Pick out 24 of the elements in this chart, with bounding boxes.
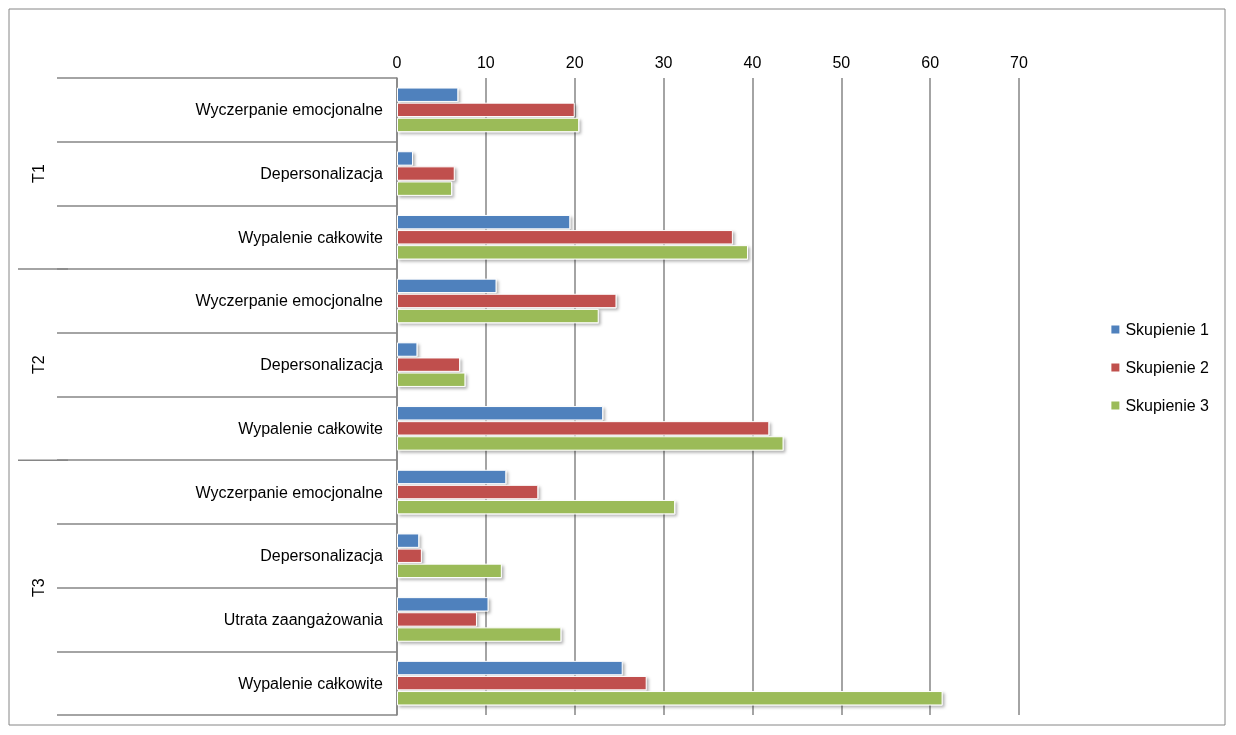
x-tick-label: 60 xyxy=(921,53,940,71)
y-tick-label: Wypalenie całkowite xyxy=(238,419,384,437)
x-tick-label: 0 xyxy=(392,53,402,71)
y-tick-label: Utrata zaangażowania xyxy=(223,610,384,628)
y-tick-label: Wypalenie całkowite xyxy=(238,228,384,246)
y-tick-label: Wypalenie całkowite xyxy=(238,674,384,692)
x-tick-label: 20 xyxy=(565,53,584,71)
legend-label: Skupienie 2 xyxy=(1125,359,1210,376)
x-tick-label: 10 xyxy=(476,53,495,71)
x-tick-label: 30 xyxy=(654,53,673,71)
y-tick-label: Depersonalizacja xyxy=(260,547,384,565)
x-tick-label: 50 xyxy=(832,53,851,71)
y-tick-label: Depersonalizacja xyxy=(260,356,384,374)
text: T2 xyxy=(29,355,47,374)
x-tick-label: 70 xyxy=(1010,53,1028,71)
legend-label: Skupienie 1 xyxy=(1125,321,1210,338)
y-tick-label: Wyczerpanie emocjonalne xyxy=(195,483,384,501)
x-tick-label: 40 xyxy=(743,53,762,71)
text: T3 xyxy=(29,578,47,597)
y-tick-label: Wyczerpanie emocjonalne xyxy=(195,292,384,310)
y-tick-label: Wyczerpanie emocjonalne xyxy=(195,101,384,119)
legend-label: Skupienie 3 xyxy=(1125,397,1210,414)
text: T1 xyxy=(29,164,47,183)
y-tick-label: Depersonalizacja xyxy=(260,165,384,183)
